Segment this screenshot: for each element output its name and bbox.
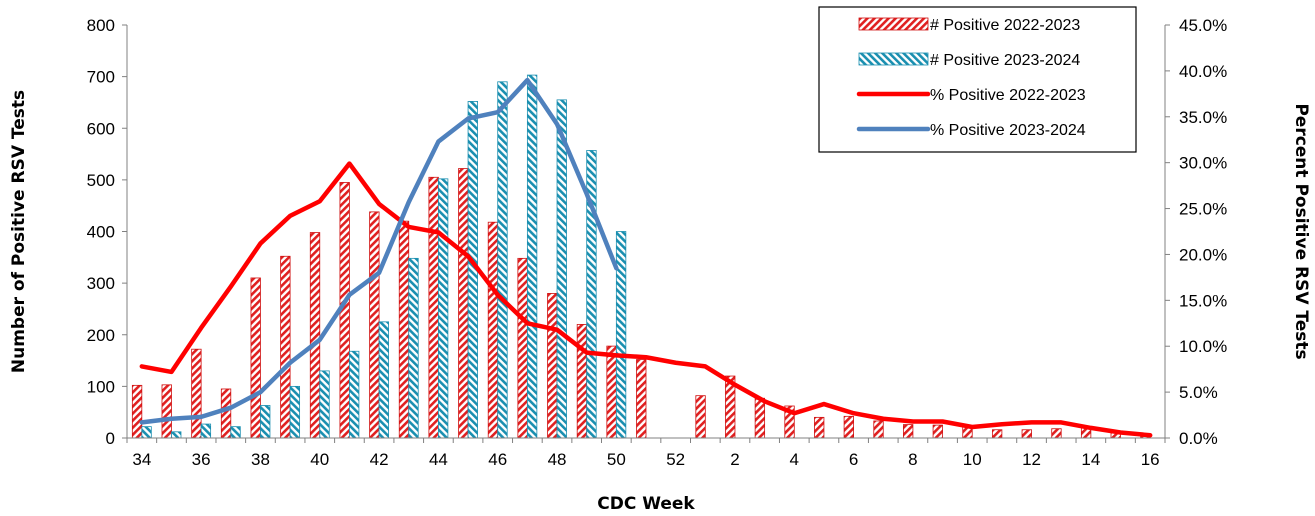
bar--positive-2022-2023-week-6 <box>843 415 854 439</box>
bar--positive-2022-2023-week-1 <box>695 395 706 439</box>
y-right-tick-label: 20.0% <box>1179 245 1227 264</box>
x-tick-label: 52 <box>666 450 685 469</box>
bar--positive-2022-2023-week-45 <box>458 168 469 439</box>
x-tick-label: 46 <box>488 450 507 469</box>
x-tick-label: 48 <box>548 450 567 469</box>
bar--positive-2022-2023-week-42 <box>369 211 380 439</box>
x-tick-label: 4 <box>790 450 799 469</box>
line--positive-2022-2023 <box>139 161 1153 438</box>
y-right-tick-label: 25.0% <box>1179 200 1227 219</box>
bar--positive-2023-2024-week-42 <box>378 321 389 439</box>
bar--positive-2022-2023-week-39 <box>280 255 291 439</box>
x-tick-label: 12 <box>1022 450 1041 469</box>
bar--positive-2022-2023-week-35 <box>161 384 172 439</box>
bar--positive-2022-2023-week-49 <box>576 324 588 439</box>
y-left-tick-label: 500 <box>87 171 115 190</box>
y-left-tick-label: 400 <box>87 223 115 242</box>
bar--positive-2022-2023-week-8 <box>903 424 914 439</box>
legend-swatch-0 <box>858 17 929 31</box>
y-axis-left-title: Number of Positive RSV Tests <box>9 90 29 373</box>
x-tick-label: 8 <box>908 450 917 469</box>
bar--positive-2022-2023-week-9 <box>932 424 943 439</box>
bar--positive-2023-2024-week-50 <box>615 231 627 439</box>
bar--positive-2022-2023-week-11 <box>991 429 1003 439</box>
bar--positive-2022-2023-week-47 <box>517 257 528 439</box>
bar--positive-2022-2023-week-38 <box>250 277 261 439</box>
bar--positive-2023-2024-week-37 <box>230 426 241 439</box>
bar--positive-2022-2023-week-34 <box>131 384 143 439</box>
bar--positive-2022-2023-week-36 <box>191 348 202 439</box>
x-tick-label: 34 <box>132 450 151 469</box>
bar--positive-2023-2024-week-38 <box>260 405 271 439</box>
bar--positive-2022-2023-week-44 <box>428 176 439 439</box>
bar--positive-2023-2024-week-47 <box>526 74 538 439</box>
x-tick-label: 14 <box>1081 450 1100 469</box>
legend-label-3: % Positive 2023-2024 <box>930 122 1086 139</box>
x-tick-label: 2 <box>730 450 739 469</box>
y-left-tick-label: 800 <box>87 16 115 35</box>
bar--positive-2023-2024-week-40 <box>319 370 330 439</box>
x-axis-title: CDC Week <box>597 494 695 514</box>
legend-label-2: % Positive 2022-2023 <box>930 87 1086 104</box>
bar--positive-2023-2024-week-48 <box>556 99 567 439</box>
x-tick-label: 50 <box>607 450 626 469</box>
y-axis-right-title: Percent Positive RSV Tests <box>1291 103 1311 359</box>
bar--positive-2022-2023-week-12 <box>1021 429 1032 439</box>
lines-layer <box>139 77 1153 438</box>
bar--positive-2023-2024-week-39 <box>289 385 301 439</box>
bar--positive-2022-2023-week-48 <box>547 293 558 439</box>
x-tick-label: 6 <box>849 450 858 469</box>
bar--positive-2023-2024-week-35 <box>171 431 182 439</box>
y-right-tick-label: 0.0% <box>1179 429 1218 448</box>
y-left-tick-label: 200 <box>87 326 115 345</box>
x-tick-label: 44 <box>429 450 448 469</box>
bar--positive-2023-2024-week-46 <box>497 81 508 439</box>
y-left-tick-label: 700 <box>87 68 115 87</box>
bar--positive-2022-2023-week-5 <box>814 416 825 439</box>
bar--positive-2023-2024-week-34 <box>141 426 152 439</box>
bar--positive-2023-2024-week-43 <box>408 257 419 439</box>
bar--positive-2023-2024-week-36 <box>200 423 212 439</box>
bar--positive-2022-2023-week-13 <box>1051 428 1062 439</box>
x-tick-label: 38 <box>251 450 270 469</box>
y-right-tick-label: 5.0% <box>1179 383 1218 402</box>
legend: # Positive 2022-2023 # Positive 2023-2024… <box>818 6 1137 153</box>
y-right-tick-label: 15.0% <box>1179 291 1227 310</box>
axes-layer: 0 100 200 300 400 500 600 700 800 0.0% 5.0% 10.0% 15… <box>9 16 1311 514</box>
bar--positive-2022-2023-week-7 <box>873 420 884 439</box>
y-right-tick-label: 45.0% <box>1179 16 1227 35</box>
bar--positive-2022-2023-week-40 <box>309 232 321 439</box>
bar--positive-2023-2024-week-44 <box>437 178 449 439</box>
bar--positive-2022-2023-week-46 <box>487 221 499 439</box>
y-left-tick-label: 0 <box>106 429 115 448</box>
x-tick-label: 36 <box>192 450 211 469</box>
y-right-tick-label: 35.0% <box>1179 108 1227 127</box>
x-tick-label: 42 <box>370 450 389 469</box>
y-left-tick-label: 100 <box>87 377 115 396</box>
x-tick-label: 16 <box>1141 450 1160 469</box>
bars-layer <box>131 74 1151 439</box>
y-right-tick-label: 40.0% <box>1179 62 1227 81</box>
bar--positive-2022-2023-week-43 <box>398 220 410 439</box>
bar--positive-2022-2023-week-51 <box>636 359 647 439</box>
legend-swatch-1 <box>858 52 929 66</box>
y-right-tick-label: 10.0% <box>1179 337 1227 356</box>
bar--positive-2022-2023-week-50 <box>606 345 617 439</box>
y-left-tick-label: 300 <box>87 274 115 293</box>
x-tick-label: 40 <box>310 450 329 469</box>
y-left-tick-label: 600 <box>87 119 115 138</box>
bar--positive-2022-2023-week-3 <box>754 397 766 439</box>
legend-label-1: # Positive 2023-2024 <box>930 52 1080 69</box>
bar--positive-2023-2024-week-41 <box>349 350 360 439</box>
x-tick-label: 10 <box>963 450 982 469</box>
bar--positive-2022-2023-week-37 <box>220 388 232 439</box>
y-right-tick-label: 30.0% <box>1179 154 1227 173</box>
legend-label-0: # Positive 2022-2023 <box>930 17 1080 34</box>
line--positive-2023-2024 <box>139 77 619 425</box>
